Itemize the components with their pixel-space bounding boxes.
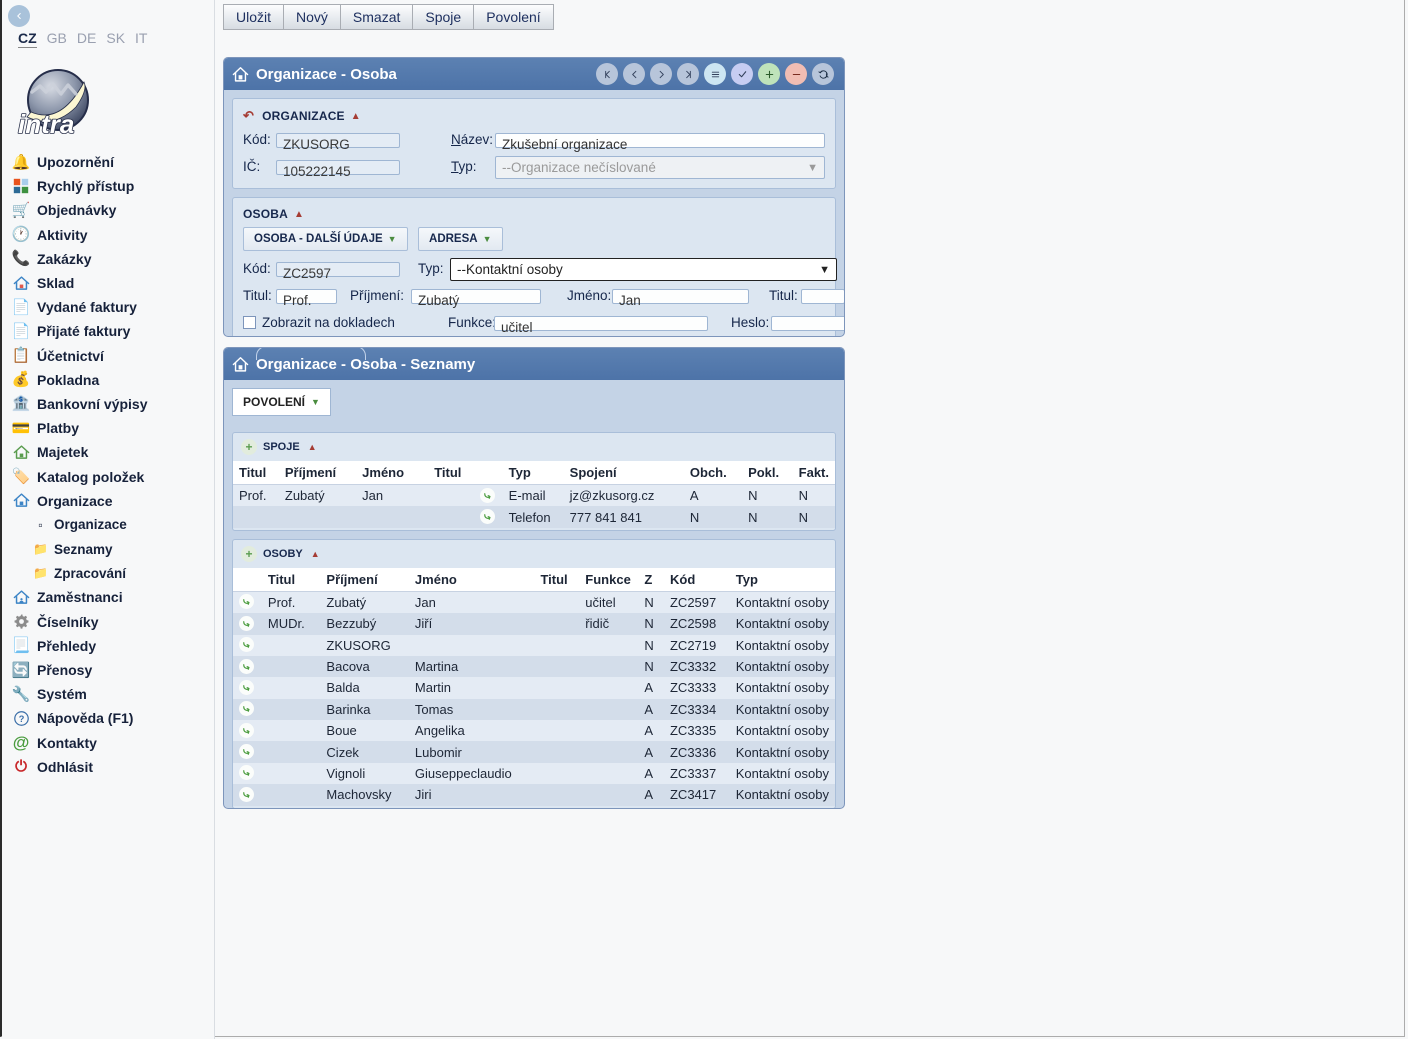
svg-text:?: ?: [18, 714, 24, 724]
svg-text:intra: intra: [18, 109, 74, 137]
